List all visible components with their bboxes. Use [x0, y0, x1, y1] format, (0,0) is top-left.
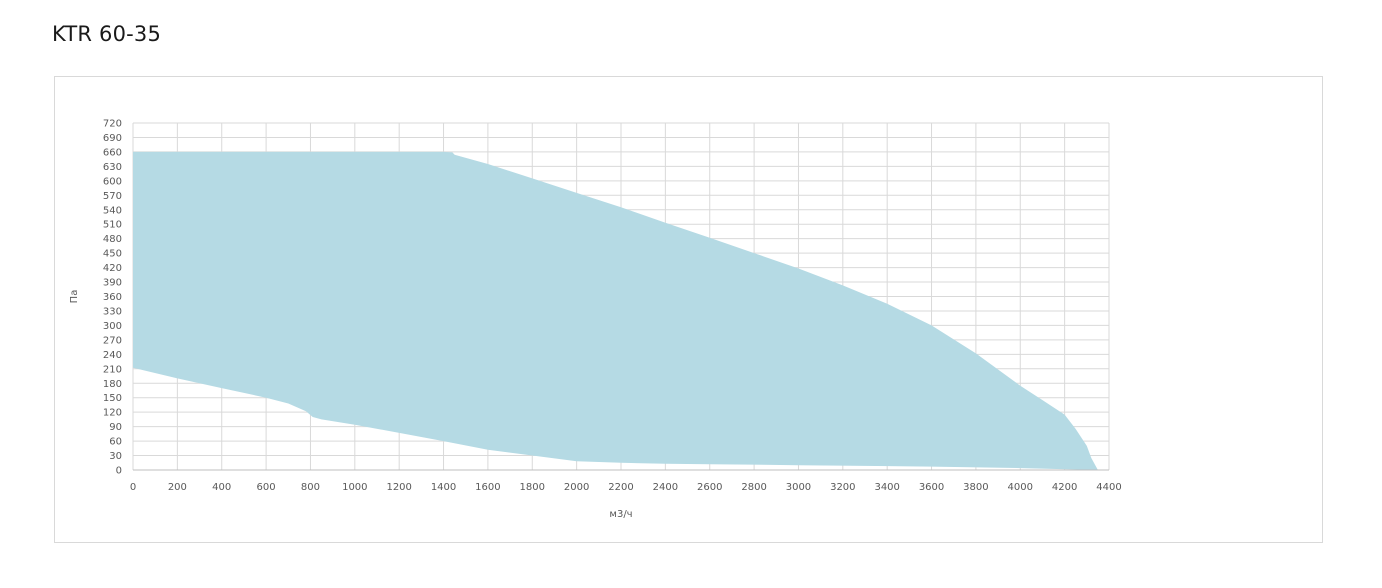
x-tick-label: 400 [212, 482, 231, 493]
x-tick-label: 2200 [608, 482, 633, 493]
x-tick-label: 200 [168, 482, 187, 493]
x-tick-label: 600 [257, 482, 276, 493]
x-axis-title: м3/ч [609, 509, 632, 520]
x-tick-label: 3800 [963, 482, 988, 493]
y-axis-title: Па [69, 290, 80, 304]
y-tick-label: 660 [103, 147, 122, 158]
x-tick-label: 1000 [342, 482, 367, 493]
y-tick-label: 510 [103, 220, 122, 231]
x-tick-label: 3400 [874, 482, 899, 493]
x-tick-label: 2000 [564, 482, 589, 493]
x-tick-label: 1800 [520, 482, 545, 493]
y-tick-label: 480 [103, 234, 122, 245]
x-tick-label: 0 [130, 482, 136, 493]
x-tick-label: 4400 [1096, 482, 1121, 493]
x-tick-label: 1600 [475, 482, 500, 493]
y-tick-label: 420 [103, 263, 122, 274]
y-tick-label: 120 [103, 408, 122, 419]
x-tick-label: 2600 [697, 482, 722, 493]
y-tick-label: 180 [103, 379, 122, 390]
y-tick-label: 210 [103, 364, 122, 375]
y-tick-label: 720 [103, 119, 122, 130]
y-tick-label: 390 [103, 278, 122, 289]
x-tick-label: 800 [301, 482, 320, 493]
y-tick-label: 0 [116, 466, 122, 477]
y-tick-label: 300 [103, 321, 122, 332]
x-tick-label: 3200 [830, 482, 855, 493]
y-tick-label: 30 [109, 451, 122, 462]
y-tick-label: 540 [103, 205, 122, 216]
y-tick-label: 150 [103, 393, 122, 404]
y-tick-label: 450 [103, 249, 122, 260]
y-tick-label: 630 [103, 162, 122, 173]
y-tick-label: 600 [103, 176, 122, 187]
chart-frame: 0 30 60 90 120 150 180 210 240 270 300 330 360 390 420… [54, 76, 1323, 543]
y-tick-label: 360 [103, 292, 122, 303]
operating-area [133, 151, 1098, 470]
y-tick-label: 330 [103, 306, 122, 317]
page-title: KTR 60-35 [52, 22, 162, 46]
y-tick-label: 690 [103, 133, 122, 144]
x-tick-label: 1400 [431, 482, 456, 493]
x-tick-label: 3600 [919, 482, 944, 493]
fan-performance-chart: 0 30 60 90 120 150 180 210 240 270 300 330 360 390 420… [69, 119, 1122, 521]
x-tick-label: 1200 [386, 482, 411, 493]
x-tick-label: 4000 [1008, 482, 1033, 493]
x-tick-label: 2400 [653, 482, 678, 493]
x-tick-label: 3000 [786, 482, 811, 493]
y-tick-label: 570 [103, 191, 122, 202]
y-tick-label: 270 [103, 335, 122, 346]
y-tick-label: 90 [109, 422, 122, 433]
x-tick-label: 4200 [1052, 482, 1077, 493]
y-tick-label: 240 [103, 350, 122, 361]
x-tick-label: 2800 [741, 482, 766, 493]
y-tick-label: 60 [109, 437, 122, 448]
